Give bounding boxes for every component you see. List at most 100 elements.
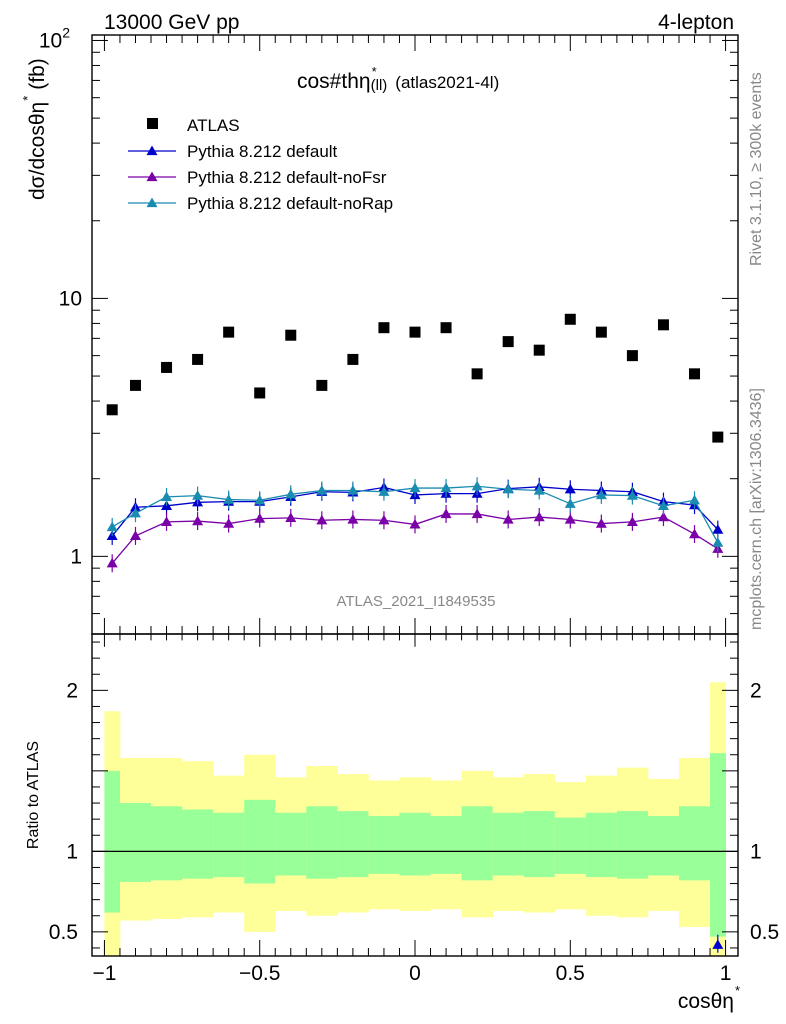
legend-atlas-label: ATLAS	[187, 116, 240, 135]
atlas-data-point	[254, 387, 266, 399]
legend: ATLAS Pythia 8.212 default Pythia 8.212 …	[128, 116, 393, 213]
noFsr-data-point	[378, 514, 390, 525]
inner-band-bin	[461, 806, 494, 881]
atlas-data-point	[106, 404, 118, 416]
x-tick-label: 0.5	[556, 962, 585, 985]
atlas-data-point	[192, 353, 204, 365]
atlas-data-point	[223, 326, 235, 338]
ratio-y-tick-label: 0.5	[49, 921, 78, 944]
legend-nofsr-label: Pythia 8.212 default-noFsr	[187, 168, 387, 187]
noRap-data-point	[564, 498, 576, 508]
inner-band-bin	[213, 812, 245, 878]
legend-noRap-marker	[146, 197, 158, 208]
noRap-data-point	[285, 488, 297, 499]
noFsr-data-point	[223, 518, 235, 528]
inner-band-bin	[368, 815, 400, 874]
inner-band-bin	[430, 815, 462, 874]
legend-default-marker	[146, 145, 158, 156]
top-y-tick-label: 102	[39, 24, 70, 52]
x-tick-label: −1	[92, 962, 116, 985]
atlas-data-point	[161, 361, 173, 373]
energy-label: 13000 GeV pp	[104, 11, 239, 34]
noFsr-data-point	[626, 516, 638, 527]
inner-band-bin	[647, 815, 680, 876]
noRap-data-point	[657, 500, 669, 510]
inner-band-bin	[244, 799, 276, 884]
noRap-data-point	[502, 483, 514, 494]
inner-band-bin	[182, 809, 214, 879]
noFsr-data-point	[106, 557, 118, 568]
inner-band-bin	[306, 806, 338, 879]
x-tick-label: −0.5	[239, 962, 280, 985]
noFsr-data-point	[347, 513, 359, 524]
inner-band-bin	[275, 812, 307, 876]
x-tick-label: 1	[720, 962, 732, 985]
noRap-data-point	[471, 480, 483, 491]
inner-band-bin	[337, 811, 369, 878]
inner-band-bin	[119, 803, 152, 882]
noRap-data-point	[595, 489, 607, 500]
plot-title: cos#thη* (ll) (atlas2021-4l)	[297, 64, 499, 94]
noRap-data-point	[440, 482, 452, 493]
noFsr-data-point	[254, 513, 266, 523]
noFsr-data-point	[471, 508, 483, 519]
main-data-series	[106, 313, 724, 573]
ratio-y-tick-label: 2	[66, 679, 78, 702]
atlas-data-point	[471, 368, 483, 380]
atlas-data-point	[657, 319, 669, 331]
ratio-y-tick-label-right: 2	[750, 679, 762, 702]
inner-band-bin	[554, 817, 587, 874]
legend-default-label: Pythia 8.212 default	[187, 142, 338, 161]
atlas-data-point	[595, 326, 607, 338]
noRap-data-point	[254, 494, 266, 505]
top-y-tick-label: 1	[70, 545, 82, 568]
inner-band-bin	[616, 811, 649, 879]
noFsr-data-point	[440, 508, 452, 519]
noFsr-data-point	[285, 512, 297, 522]
atlas-data-point	[712, 431, 724, 443]
noFsr-data-point	[161, 516, 173, 527]
legend-norap-label: Pythia 8.212 default-noRap	[187, 194, 393, 213]
mcplots-label: mcplots.cern.ch [arXiv:1306.3436]	[748, 388, 765, 630]
noRap-data-point	[378, 486, 390, 496]
inner-band-bin	[523, 811, 556, 878]
atlas-data-point	[502, 336, 514, 348]
atlas-data-point	[409, 326, 421, 338]
noFsr-data-point	[595, 518, 607, 528]
ratio-y-tick-label-right: 1	[750, 840, 762, 863]
ratio-data-series	[712, 934, 724, 953]
noRap-data-point	[129, 507, 141, 518]
atlas-data-point	[564, 313, 576, 325]
x-tick-label: 0	[409, 962, 421, 985]
top-y-tick-label: 10	[59, 287, 82, 310]
default-data-point	[712, 524, 724, 534]
atlas-data-point	[533, 344, 545, 356]
ratio-y-tick-label-right: 0.5	[750, 921, 779, 944]
noFsr-data-point	[129, 530, 141, 541]
noFsr-data-point	[192, 515, 204, 526]
noRap-data-point	[409, 482, 421, 493]
inner-band-bin	[585, 812, 618, 878]
atlas-data-point	[626, 350, 638, 362]
ratio-uncertainty-bands	[104, 682, 726, 956]
inner-band-bin	[678, 806, 711, 881]
noFsr-data-point	[689, 528, 701, 539]
noRap-data-point	[626, 490, 638, 500]
top-y-axis-title: dσ/dcosθη*(fb)	[20, 58, 49, 200]
noRap-data-point	[689, 494, 701, 505]
noFsr-data-point	[316, 514, 328, 525]
analysis-id-label: ATLAS_2021_I1849535	[336, 593, 495, 610]
noFsr-data-point	[657, 511, 669, 522]
inner-band-bin	[492, 812, 525, 876]
axes-ticks: 1 10 102 −1 −0.5 0 0.5 1 0.5 0.5 1 1 2 2	[39, 24, 779, 985]
ratio-y-tick-label: 1	[66, 840, 78, 863]
noFsr-data-point	[533, 511, 545, 522]
noFsr-data-point	[409, 518, 421, 529]
process-label: 4-lepton	[658, 11, 734, 34]
noFsr-data-point	[564, 513, 576, 524]
atlas-data-point	[378, 322, 390, 334]
noRap-data-point	[192, 490, 204, 500]
default-data-point	[564, 483, 576, 494]
noRap-data-point	[712, 537, 724, 547]
